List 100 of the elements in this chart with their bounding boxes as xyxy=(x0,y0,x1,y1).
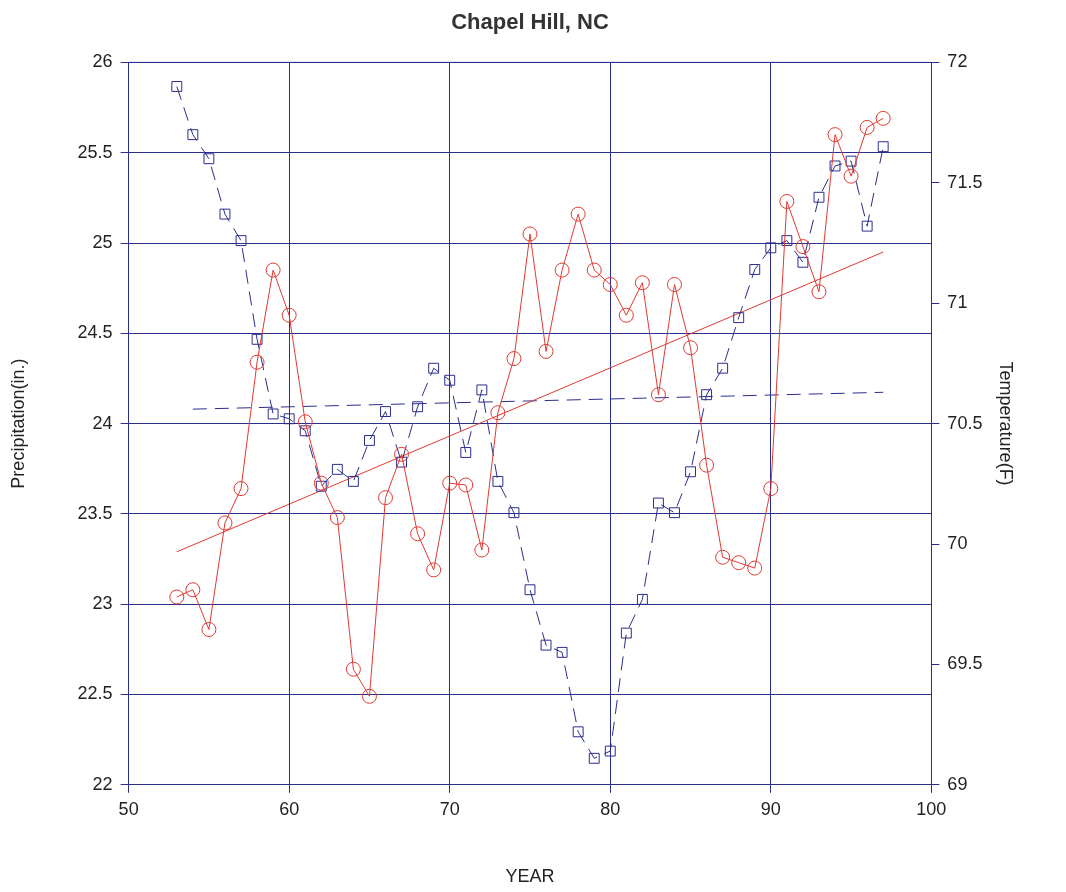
y-tick-label: 22.5 xyxy=(77,683,113,704)
point xyxy=(877,141,889,153)
point xyxy=(380,406,391,418)
point xyxy=(652,497,664,509)
point xyxy=(345,661,361,677)
point xyxy=(508,507,520,519)
point xyxy=(811,284,827,300)
point xyxy=(602,277,618,293)
y2-tick-label: 69.5 xyxy=(947,653,983,674)
x-tick-label: 80 xyxy=(600,798,621,819)
point xyxy=(715,549,731,565)
point xyxy=(219,208,231,220)
point xyxy=(540,639,552,651)
point xyxy=(412,401,424,413)
point xyxy=(331,463,343,475)
point xyxy=(251,333,263,345)
chart-title: Chapel Hill, NC xyxy=(451,9,609,35)
point xyxy=(586,262,602,278)
y2-tick-label: 69 xyxy=(947,773,968,794)
y-tick-label: 26 xyxy=(92,51,113,72)
point xyxy=(169,589,185,605)
y-axis-title: Precipitation(in.) xyxy=(7,358,28,489)
point xyxy=(620,627,632,639)
y-tick-label: 22 xyxy=(92,773,113,794)
point xyxy=(699,457,715,473)
point xyxy=(394,446,410,462)
point xyxy=(506,351,522,367)
point xyxy=(364,435,375,446)
point xyxy=(233,481,249,497)
x-tick-label: 50 xyxy=(118,798,139,819)
point xyxy=(187,129,199,141)
point xyxy=(538,343,554,359)
y2-tick-label: 72 xyxy=(947,51,968,72)
point xyxy=(795,239,811,255)
point xyxy=(378,490,394,506)
point xyxy=(556,646,568,658)
point xyxy=(701,389,713,401)
point xyxy=(267,408,279,420)
point xyxy=(875,110,891,126)
point xyxy=(458,477,474,493)
point xyxy=(476,384,488,396)
point xyxy=(779,193,795,209)
point xyxy=(428,362,440,374)
point xyxy=(570,206,586,222)
point xyxy=(685,466,696,478)
point xyxy=(185,582,201,598)
point xyxy=(554,262,570,278)
point xyxy=(297,414,313,430)
point xyxy=(460,447,472,458)
point xyxy=(281,307,297,323)
point xyxy=(829,160,841,172)
point xyxy=(731,555,747,571)
y-tick-label: 24.5 xyxy=(77,322,113,343)
y-tick-label: 23 xyxy=(92,593,113,614)
point xyxy=(442,475,458,491)
point xyxy=(313,475,329,491)
point xyxy=(315,480,327,492)
x-tick-label: 60 xyxy=(279,798,300,819)
point xyxy=(265,262,281,278)
point xyxy=(249,354,265,370)
point xyxy=(235,235,247,247)
x-tick-label: 70 xyxy=(439,798,460,819)
y-tick-label: 25 xyxy=(92,231,113,252)
point xyxy=(410,526,426,542)
x-tick-label: 100 xyxy=(916,798,947,819)
point xyxy=(683,340,699,356)
point xyxy=(299,425,311,437)
point xyxy=(588,752,600,764)
point xyxy=(618,307,634,323)
point xyxy=(283,413,295,425)
point xyxy=(717,362,729,374)
point xyxy=(524,584,536,596)
point xyxy=(203,153,215,165)
point xyxy=(650,387,666,403)
point xyxy=(636,593,648,605)
point xyxy=(171,81,183,92)
point xyxy=(361,688,377,704)
point xyxy=(522,226,538,242)
point xyxy=(396,456,408,468)
point xyxy=(329,510,345,526)
y2-tick-label: 70.5 xyxy=(947,412,983,433)
point xyxy=(426,562,442,578)
point xyxy=(763,481,779,497)
point xyxy=(813,191,825,203)
point xyxy=(444,374,456,386)
y2-tick-label: 71.5 xyxy=(947,171,983,192)
y2-tick-label: 71 xyxy=(947,292,968,313)
point xyxy=(347,475,359,487)
point xyxy=(861,220,873,232)
point xyxy=(827,127,843,143)
point xyxy=(604,745,616,757)
point xyxy=(765,242,777,254)
y2-axis-title: Temperature(F) xyxy=(996,361,1017,486)
point xyxy=(572,726,584,738)
x-tick-label: 90 xyxy=(760,798,781,819)
point xyxy=(843,168,859,184)
y-tick-label: 23.5 xyxy=(77,502,113,523)
point xyxy=(634,275,650,291)
point xyxy=(747,560,763,576)
point xyxy=(859,119,875,135)
